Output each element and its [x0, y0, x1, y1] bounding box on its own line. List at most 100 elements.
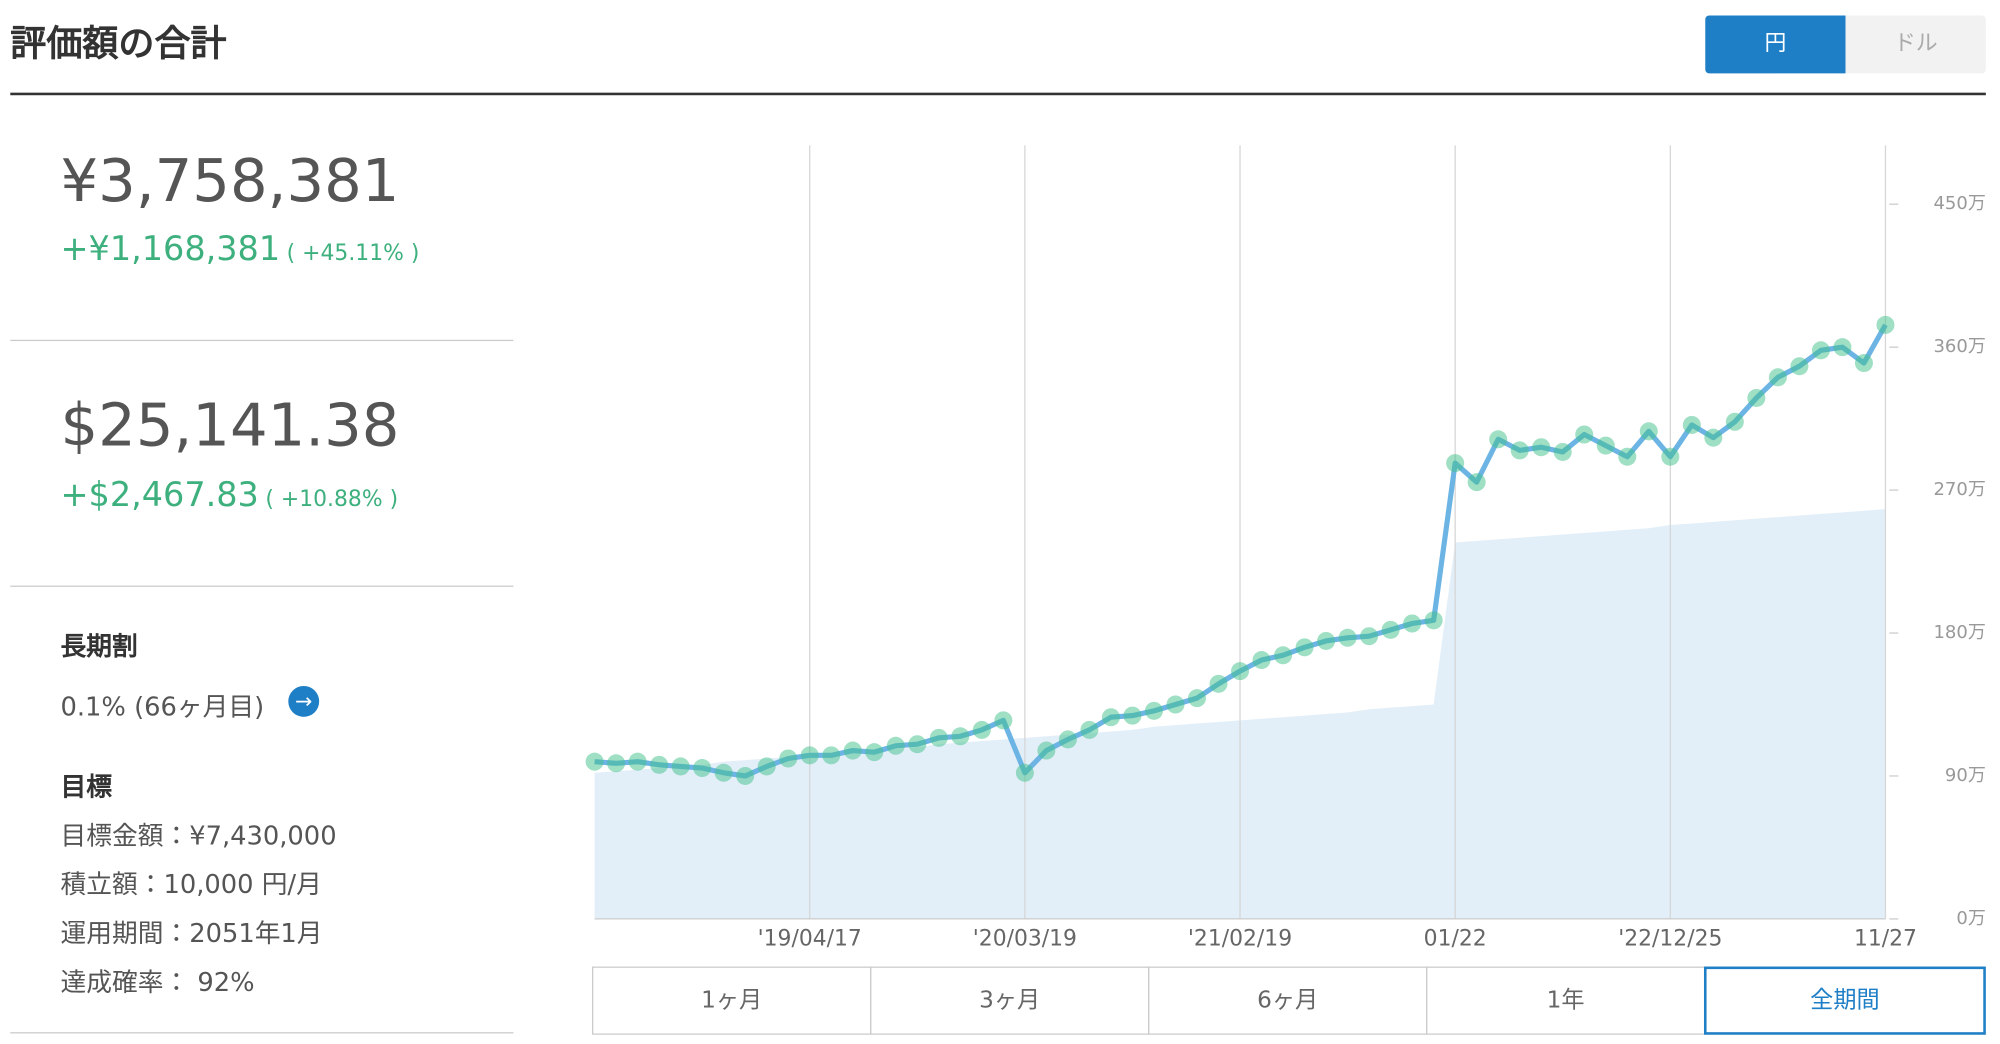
- marker: [757, 757, 776, 776]
- y-tick-label: 180万: [1933, 622, 1985, 643]
- divider: [10, 585, 514, 587]
- marker: [1553, 442, 1572, 461]
- marker: [800, 746, 819, 765]
- marker: [1725, 412, 1744, 431]
- marker: [1747, 388, 1766, 407]
- y-tick-label: 450万: [1933, 193, 1985, 214]
- marker: [822, 746, 841, 765]
- marker: [1381, 620, 1400, 639]
- x-tick-label: '21/02/19: [1188, 927, 1292, 952]
- marker: [1252, 651, 1271, 670]
- gain-usd: +$2,467.83: [60, 476, 259, 515]
- y-tick-label: 270万: [1933, 479, 1985, 500]
- marker: [1532, 438, 1551, 457]
- marker: [951, 727, 970, 746]
- marker: [1187, 689, 1207, 708]
- marker: [1489, 430, 1508, 449]
- marker: [585, 752, 604, 771]
- section-heading: 長期割: [60, 630, 138, 662]
- y-tick-label: 0万: [1956, 908, 1985, 929]
- marker: [1446, 454, 1465, 473]
- marker: [886, 736, 905, 755]
- period-selector: 1ヶ月 3ヶ月 6ヶ月 1年 全期間: [592, 966, 1986, 1035]
- arrow-button[interactable]: →: [288, 685, 320, 717]
- period-button[interactable]: 1ヶ月: [592, 966, 872, 1035]
- marker: [1768, 368, 1787, 387]
- marker: [1833, 338, 1852, 357]
- marker: [1618, 447, 1637, 466]
- x-tick-label: 01/22: [1424, 927, 1487, 952]
- period-button[interactable]: 6ヶ月: [1148, 966, 1428, 1035]
- marker: [1510, 441, 1529, 460]
- marker: [994, 711, 1013, 730]
- marker: [1596, 436, 1615, 455]
- goal-item: 運用期間：2051年1月: [60, 917, 323, 949]
- header-rule: [10, 92, 1986, 96]
- marker: [1854, 354, 1873, 373]
- marker: [714, 763, 733, 782]
- marker: [1661, 447, 1680, 466]
- marker: [908, 735, 927, 754]
- x-tick-label: '19/04/17: [758, 927, 862, 952]
- marker: [1876, 315, 1895, 334]
- marker: [628, 752, 647, 771]
- gain-row: +¥1,168,381 ( +45.11% ): [60, 230, 419, 269]
- marker: [693, 759, 712, 778]
- marker: [1209, 674, 1228, 693]
- marker: [929, 728, 948, 747]
- gain-row: +$2,467.83 ( +10.88% ): [60, 476, 398, 515]
- marker: [1639, 422, 1658, 441]
- divider: [10, 1032, 514, 1034]
- y-tick-label: 360万: [1933, 336, 1985, 357]
- page-title: 評価額の合計: [10, 21, 227, 65]
- marker: [1682, 415, 1701, 434]
- divider: [10, 339, 514, 342]
- marker: [1360, 627, 1379, 646]
- total-jpy: ¥3,758,381: [60, 145, 400, 215]
- marker: [736, 766, 755, 785]
- marker: [1123, 706, 1142, 725]
- x-tick-label: '22/12/25: [1618, 927, 1722, 952]
- period-button[interactable]: 1年: [1425, 966, 1706, 1035]
- currency-toggle[interactable]: 円: [1705, 15, 1846, 74]
- marker: [1403, 614, 1422, 633]
- area: [594, 509, 1886, 919]
- x-tick-label: '20/03/19: [973, 927, 1077, 952]
- marker: [1575, 425, 1594, 444]
- marker: [1037, 741, 1056, 760]
- marker: [1231, 662, 1250, 681]
- gain-pct-jpy: ( +45.11% ): [286, 240, 420, 267]
- currency-toggle[interactable]: ドル: [1845, 15, 1986, 74]
- goal-item: 目標金額：¥7,430,000: [60, 819, 337, 851]
- marker: [1467, 473, 1486, 492]
- period-button[interactable]: 3ヶ月: [870, 966, 1150, 1035]
- marker: [843, 741, 862, 760]
- marker: [1144, 701, 1163, 720]
- marker: [1274, 646, 1293, 665]
- marker: [650, 755, 669, 774]
- marker: [1101, 708, 1120, 727]
- marker: [607, 754, 626, 773]
- total-usd: $25,141.38: [60, 389, 400, 460]
- period-button[interactable]: 全期間: [1703, 966, 1986, 1035]
- marker: [1704, 428, 1723, 447]
- marker: [865, 743, 884, 762]
- marker: [1058, 730, 1077, 749]
- goal-item: 積立額：10,000 円/月: [60, 868, 322, 900]
- marker: [1295, 638, 1314, 657]
- marker: [1080, 720, 1099, 739]
- marker: [1015, 763, 1034, 782]
- marker: [1317, 631, 1336, 650]
- gain-pct-usd: ( +10.88% ): [265, 486, 399, 513]
- section-heading: 目標: [60, 770, 112, 802]
- y-tick-label: 90万: [1945, 765, 1986, 786]
- x-tick-label: 11/27: [1854, 927, 1917, 952]
- goal-item: 達成確率： 92%: [60, 966, 255, 998]
- marker: [779, 749, 798, 768]
- marker: [1424, 611, 1443, 630]
- marker: [1338, 628, 1357, 647]
- marker: [972, 720, 991, 739]
